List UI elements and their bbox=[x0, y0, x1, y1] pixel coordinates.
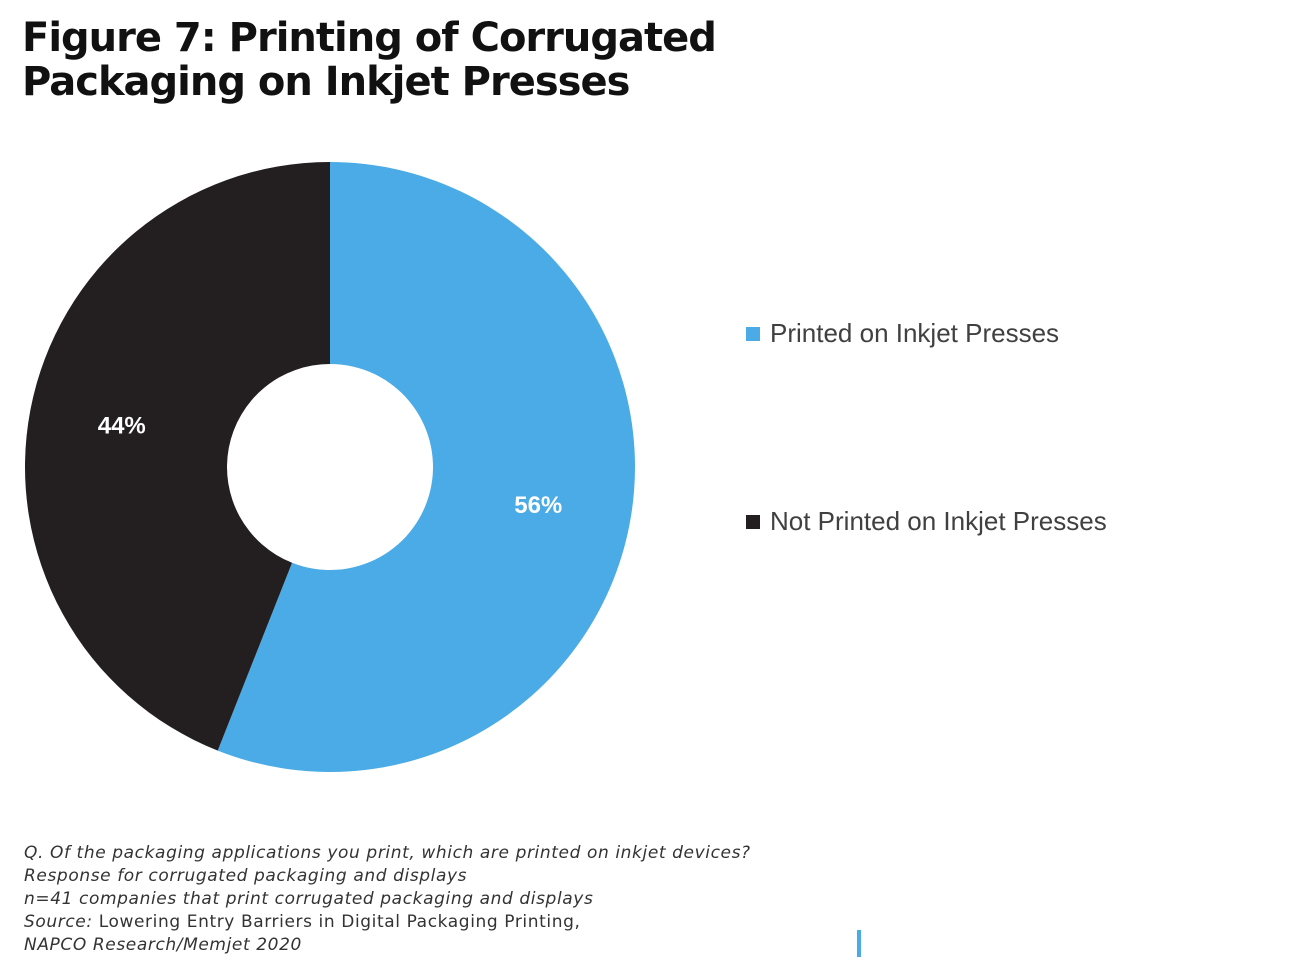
chart-title-line-1: Figure 7: Printing of Corrugated bbox=[22, 15, 717, 61]
legend-label-printed: Printed on Inkjet Presses bbox=[770, 318, 1060, 348]
legend-label-not-printed: Not Printed on Inkjet Presses bbox=[770, 506, 1107, 536]
legend-swatch-printed bbox=[746, 326, 760, 341]
slice-printed bbox=[217, 162, 635, 772]
slice-not-printed bbox=[24, 161, 330, 751]
chart-title: Figure 7: Printing of Corrugated Packagi… bbox=[22, 15, 717, 105]
footnote: Q. Of the packaging applications you pri… bbox=[24, 842, 751, 957]
data-label-not-printed: 44% bbox=[98, 413, 146, 440]
footnote-response: Response for corrugated packaging and di… bbox=[24, 866, 468, 886]
data-label-printed: 56% bbox=[514, 492, 562, 519]
footnote-source-org: NAPCO Research/Memjet 2020 bbox=[24, 935, 302, 955]
footnote-question: Q. Of the packaging applications you pri… bbox=[24, 843, 751, 863]
source-label: Source: bbox=[24, 912, 93, 932]
source-text: Lowering Entry Barriers in Digital Packa… bbox=[92, 912, 581, 932]
legend-item-not-printed: Not Printed on Inkjet Presses bbox=[746, 506, 1107, 537]
legend-item-printed: Printed on Inkjet Presses bbox=[746, 318, 1059, 349]
chart-title-line-2: Packaging on Inkjet Presses bbox=[22, 59, 630, 105]
footnote-sample: n=41 companies that print corrugated pac… bbox=[24, 889, 594, 909]
legend-swatch-not-printed bbox=[746, 514, 760, 529]
footnote-source: Source: Lowering Entry Barriers in Digit… bbox=[24, 911, 751, 934]
accent-bar bbox=[857, 930, 861, 957]
